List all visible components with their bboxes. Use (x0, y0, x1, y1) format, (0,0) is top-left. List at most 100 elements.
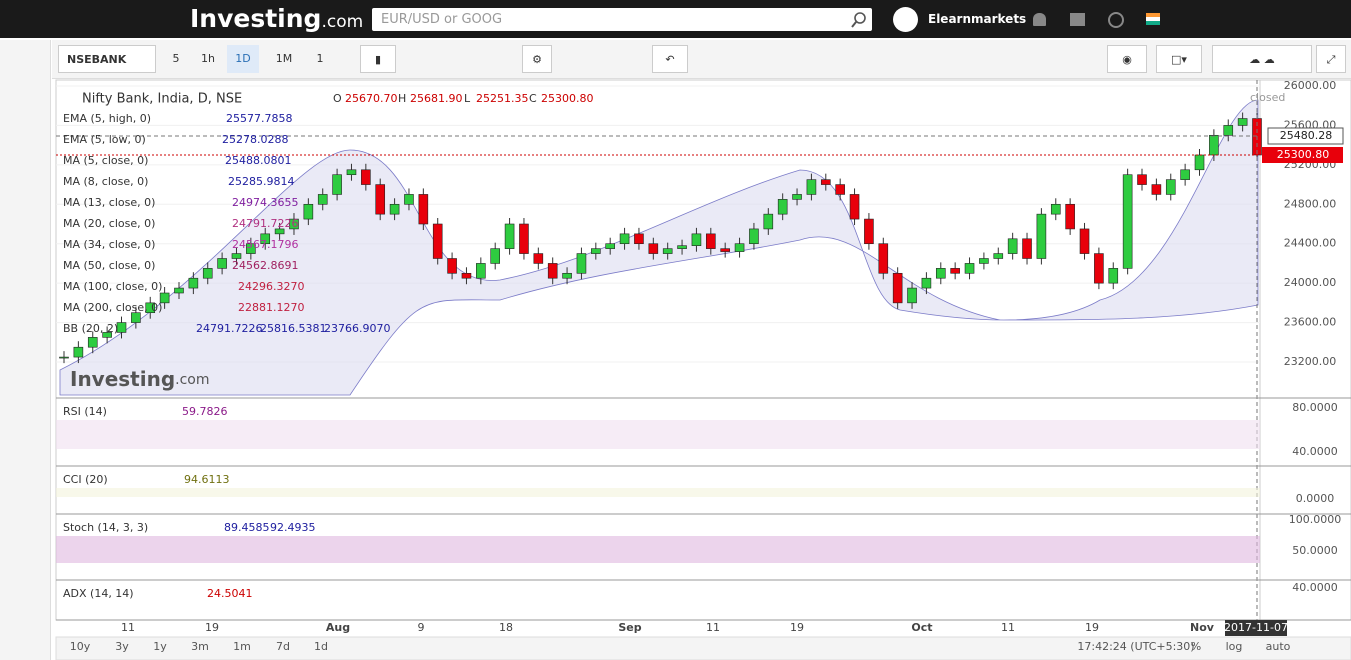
candle-body (993, 253, 1004, 259)
indicator-tick-label: 0.0000 (1296, 492, 1335, 505)
bell-icon[interactable] (1033, 13, 1046, 26)
ohlc-value: 25670.70 (345, 92, 398, 105)
study-value: 23766.9070 (324, 322, 390, 335)
logo-text: Investing (190, 4, 322, 33)
interval-button[interactable]: 5 (172, 52, 180, 65)
study-value: 25278.0288 (222, 133, 288, 146)
candle-body (303, 203, 314, 220)
clock: 17:42:24 (UTC+5:30) (1077, 640, 1194, 653)
logo[interactable]: Investing.com (190, 4, 363, 33)
price-badge: 25480.28 (1280, 129, 1333, 142)
ohlc-value: H (398, 92, 406, 105)
indicator-value: 89.4585 (224, 521, 270, 534)
interval-button[interactable]: 1M (275, 52, 293, 65)
symbol-box[interactable]: NSEBANK (58, 45, 156, 73)
study-name: MA (13, close, 0) (63, 196, 155, 209)
flag-icon[interactable] (1146, 13, 1160, 25)
range-button[interactable]: 1m (233, 640, 251, 653)
range-button[interactable]: 10y (70, 640, 91, 653)
price-tick-label: 26000.00 (1284, 79, 1337, 92)
candle-body (1007, 238, 1018, 254)
indicator-name: RSI (14) (63, 405, 107, 418)
candle-body (820, 179, 831, 185)
study-name: MA (100, close, 0) (63, 280, 162, 293)
indicator-name: ADX (14, 14) (63, 587, 134, 600)
candle-body (1065, 203, 1075, 230)
candle-body (145, 302, 156, 314)
market-status: closed (1250, 91, 1285, 104)
color[interactable]: □▾ (1156, 45, 1202, 73)
range-button[interactable]: 7d (276, 640, 290, 653)
range-button[interactable]: 1y (153, 640, 167, 653)
cursor-date: 2017-11-07 (1224, 621, 1288, 634)
ohlc-value: 25300.80 (541, 92, 594, 105)
scale-option[interactable]: auto (1266, 640, 1291, 653)
interval-button[interactable]: 1h (201, 52, 215, 65)
candle-body (864, 218, 874, 245)
candle-body (1151, 184, 1162, 195)
candle-body (849, 194, 860, 220)
candle-body (921, 277, 932, 289)
indicator-value: 59.7826 (182, 405, 228, 418)
fullscreen[interactable]: ⤢ (1316, 45, 1346, 73)
interval-button[interactable]: 1D (227, 45, 259, 73)
candle-body (979, 258, 989, 264)
candle-body (562, 272, 572, 279)
avatar[interactable] (893, 7, 918, 32)
candle-body (188, 277, 199, 289)
candle-body (87, 337, 98, 348)
interval-button[interactable]: 1 (316, 52, 324, 65)
watermark-text: Investing (70, 367, 175, 391)
search-box[interactable]: EUR/USD or GOOG (372, 8, 872, 31)
indicator-tick-label: 40.0000 (1292, 581, 1338, 594)
candle-body (1050, 203, 1061, 215)
time-label: 18 (499, 621, 513, 634)
candle-body (878, 243, 889, 274)
range-button[interactable]: 3y (115, 640, 129, 653)
study-name: MA (5, close, 0) (63, 154, 148, 167)
candle-body (73, 346, 84, 358)
price-tick-label: 24000.00 (1284, 276, 1337, 289)
pane-band (56, 488, 1260, 497)
logo-suffix: .com (321, 12, 364, 32)
candle-body (677, 245, 687, 249)
range-button[interactable]: 3m (191, 640, 209, 653)
indicator-tick-label: 50.0000 (1292, 544, 1338, 557)
candle-body (950, 268, 960, 274)
cursor-date-bg (1225, 620, 1287, 636)
snapshot[interactable]: ◉ (1107, 45, 1147, 73)
candle-body (519, 223, 529, 254)
cloud[interactable]: ☁ ☁ (1212, 45, 1312, 73)
time-label: Oct (911, 621, 932, 634)
scale-option[interactable]: log (1226, 640, 1243, 653)
candle-body (1137, 174, 1147, 185)
undo-redo[interactable]: ↶ (652, 45, 688, 73)
candle-body (317, 194, 328, 205)
range-button[interactable]: 1d (314, 640, 328, 653)
candle-body (375, 184, 386, 215)
portfolio-icon[interactable] (1070, 13, 1085, 26)
indicator-value: 92.4935 (270, 521, 316, 534)
candle-type[interactable]: ▮ (360, 45, 396, 73)
indicator-name: Stoch (14, 3, 3) (63, 521, 148, 534)
candle-body (102, 332, 112, 338)
top-bar: Investing.com EUR/USD or GOOG Elearnmark… (0, 0, 1351, 38)
settings[interactable]: ⚙ (522, 45, 552, 73)
drawing-sidebar (0, 40, 51, 660)
user-name[interactable]: Elearnmarkets (928, 12, 1027, 26)
search-placeholder: EUR/USD or GOOG (381, 12, 503, 27)
candle-body (806, 179, 817, 195)
study-value: 24567.1796 (232, 238, 298, 251)
clock-icon[interactable] (1108, 12, 1124, 28)
candle-body (835, 184, 845, 195)
legend-title: Nifty Bank, India, D, NSE (82, 92, 242, 107)
ohlc-value: C (529, 92, 537, 105)
candle-body (591, 248, 601, 254)
candle-body (59, 356, 69, 359)
candle-body (361, 169, 371, 185)
scale-option[interactable]: % (1191, 640, 1201, 653)
candle-body (289, 218, 299, 230)
candle-body (1094, 253, 1104, 284)
indicator-value: 94.6113 (184, 473, 230, 486)
indicator-tick-label: 40.0000 (1292, 445, 1338, 458)
